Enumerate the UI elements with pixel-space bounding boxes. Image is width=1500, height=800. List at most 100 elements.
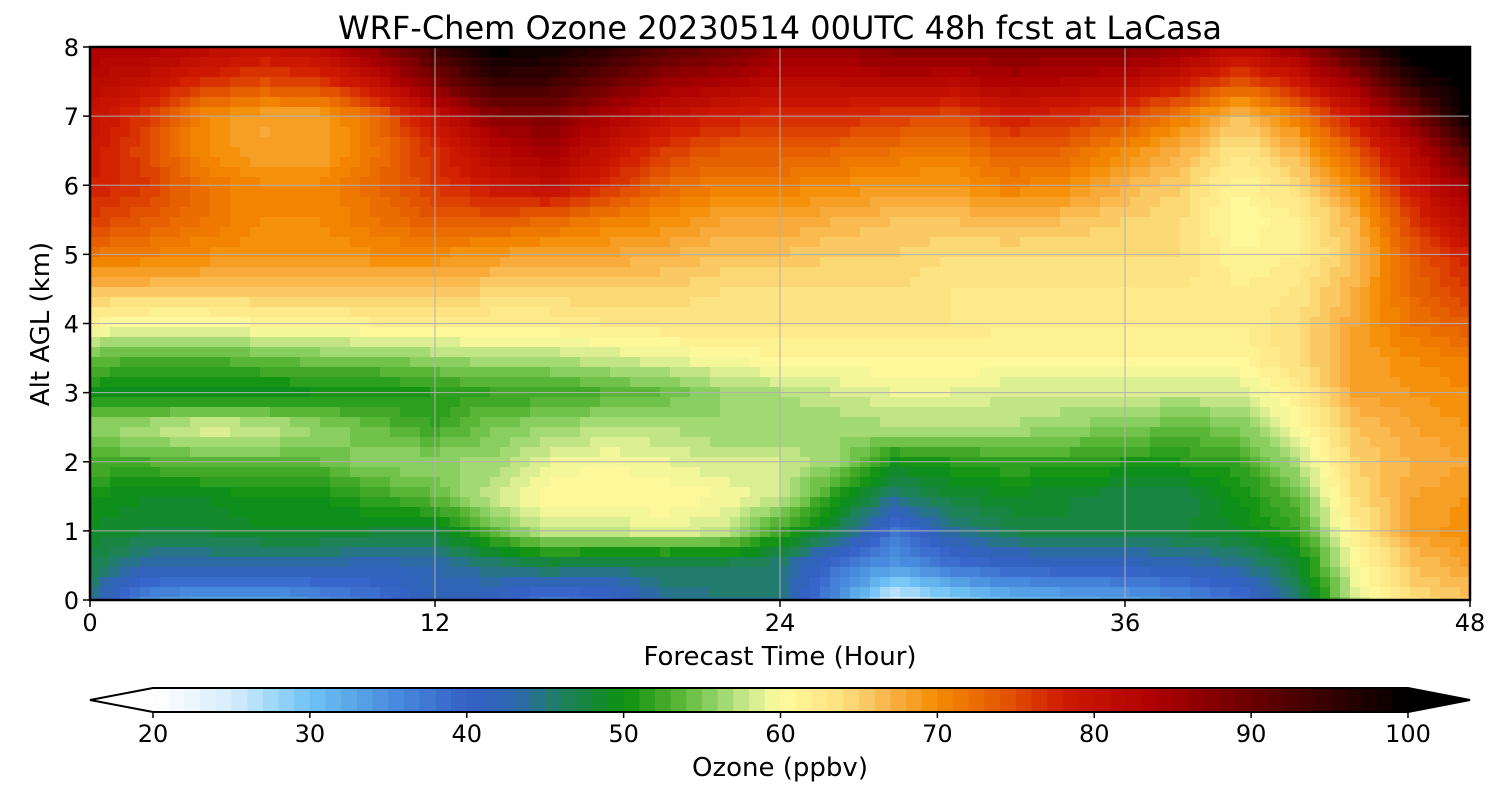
heatmap-cell [860, 197, 871, 208]
heatmap-cell [890, 357, 901, 368]
heatmap-cell [1420, 337, 1431, 348]
heatmap-cell [1270, 367, 1281, 378]
heatmap-cell [540, 247, 551, 258]
heatmap-cell [1360, 357, 1371, 368]
heatmap-cell [1040, 127, 1051, 138]
heatmap-cell [1200, 257, 1211, 268]
heatmap-cell [1130, 117, 1141, 128]
heatmap-cell [1310, 267, 1321, 278]
heatmap-cell [210, 277, 221, 288]
heatmap-cell [1430, 197, 1441, 208]
heatmap-cell [1210, 217, 1221, 228]
heatmap-cell [880, 167, 891, 178]
heatmap-cell [200, 77, 211, 88]
heatmap-cell [440, 337, 451, 348]
heatmap-cell [930, 107, 941, 118]
heatmap-cell [890, 287, 901, 298]
heatmap-cell [940, 117, 951, 128]
heatmap-cell [1000, 157, 1011, 168]
heatmap-cell [1000, 177, 1011, 188]
heatmap-cell [1080, 237, 1091, 248]
heatmap-cell [540, 217, 551, 228]
heatmap-cell [380, 307, 391, 318]
heatmap-cell [150, 267, 161, 278]
heatmap-cell [930, 227, 941, 238]
heatmap-cell [790, 207, 801, 218]
heatmap-cell [980, 377, 991, 388]
heatmap-cell [730, 97, 741, 108]
heatmap-cell [790, 317, 801, 328]
heatmap-cell [1340, 177, 1351, 188]
heatmap-cell [310, 337, 321, 348]
heatmap-cell [1440, 347, 1451, 358]
heatmap-cell [1260, 357, 1271, 368]
heatmap-cell [780, 227, 791, 238]
heatmap-cell [550, 167, 561, 178]
heatmap-cell [670, 287, 681, 298]
heatmap-cell [680, 267, 691, 278]
heatmap-cell [1200, 67, 1211, 78]
heatmap-cell [650, 237, 661, 248]
heatmap-cell [730, 167, 741, 178]
heatmap-cell [490, 117, 501, 128]
heatmap-cell [560, 257, 571, 268]
heatmap-cell [520, 257, 531, 268]
heatmap-cell [470, 347, 481, 358]
heatmap-cell [860, 287, 871, 298]
heatmap-cell [730, 57, 741, 68]
heatmap-cell [690, 127, 701, 138]
heatmap-cell [360, 327, 371, 338]
heatmap-cell [220, 297, 231, 308]
heatmap-cell [550, 157, 561, 168]
heatmap-cell [820, 87, 831, 98]
heatmap-cell [740, 307, 751, 318]
heatmap-cell [1070, 47, 1081, 58]
heatmap-cell [1160, 297, 1171, 308]
heatmap-cell [1050, 257, 1061, 268]
heatmap-cell [580, 167, 591, 178]
heatmap-cell [1200, 57, 1211, 68]
heatmap-cell [350, 237, 361, 248]
heatmap-cell [740, 77, 751, 88]
heatmap-cell [230, 357, 241, 368]
heatmap-cell [760, 127, 771, 138]
heatmap-cell [1230, 47, 1241, 58]
heatmap-cell [1410, 257, 1421, 268]
heatmap-cell [860, 327, 871, 338]
heatmap-cell [740, 87, 751, 98]
heatmap-cell [460, 187, 471, 198]
heatmap-cell [290, 97, 301, 108]
heatmap-cell [830, 307, 841, 318]
heatmap-cell [760, 217, 771, 228]
heatmap-cell [420, 227, 431, 238]
heatmap-cell [1230, 187, 1241, 198]
heatmap-cell [800, 347, 811, 358]
heatmap-cell [870, 307, 881, 318]
heatmap-cell [620, 297, 631, 308]
heatmap-cell [1200, 357, 1211, 368]
heatmap-cell [1190, 277, 1201, 288]
heatmap-cell [1400, 87, 1411, 98]
heatmap-cell [180, 237, 191, 248]
heatmap-cell [120, 397, 131, 408]
heatmap-cell [1020, 147, 1031, 158]
heatmap-cell [1400, 397, 1411, 408]
heatmap-cell [930, 97, 941, 108]
heatmap-cell [450, 327, 461, 338]
heatmap-cell [1330, 107, 1341, 118]
heatmap-cell [580, 257, 591, 268]
heatmap-cell [360, 167, 371, 178]
heatmap-cell [810, 127, 821, 138]
heatmap-cell [1040, 167, 1051, 178]
heatmap-cell [350, 347, 361, 358]
heatmap-cell [620, 247, 631, 258]
heatmap-cell [750, 267, 761, 278]
heatmap-cell [220, 207, 231, 218]
heatmap-cell [1090, 77, 1101, 88]
heatmap-cell [190, 227, 201, 238]
heatmap-cell [280, 357, 291, 368]
heatmap-cell [1020, 57, 1031, 68]
heatmap-cell [1090, 247, 1101, 258]
heatmap-cell [800, 247, 811, 258]
heatmap-cell [640, 277, 651, 288]
